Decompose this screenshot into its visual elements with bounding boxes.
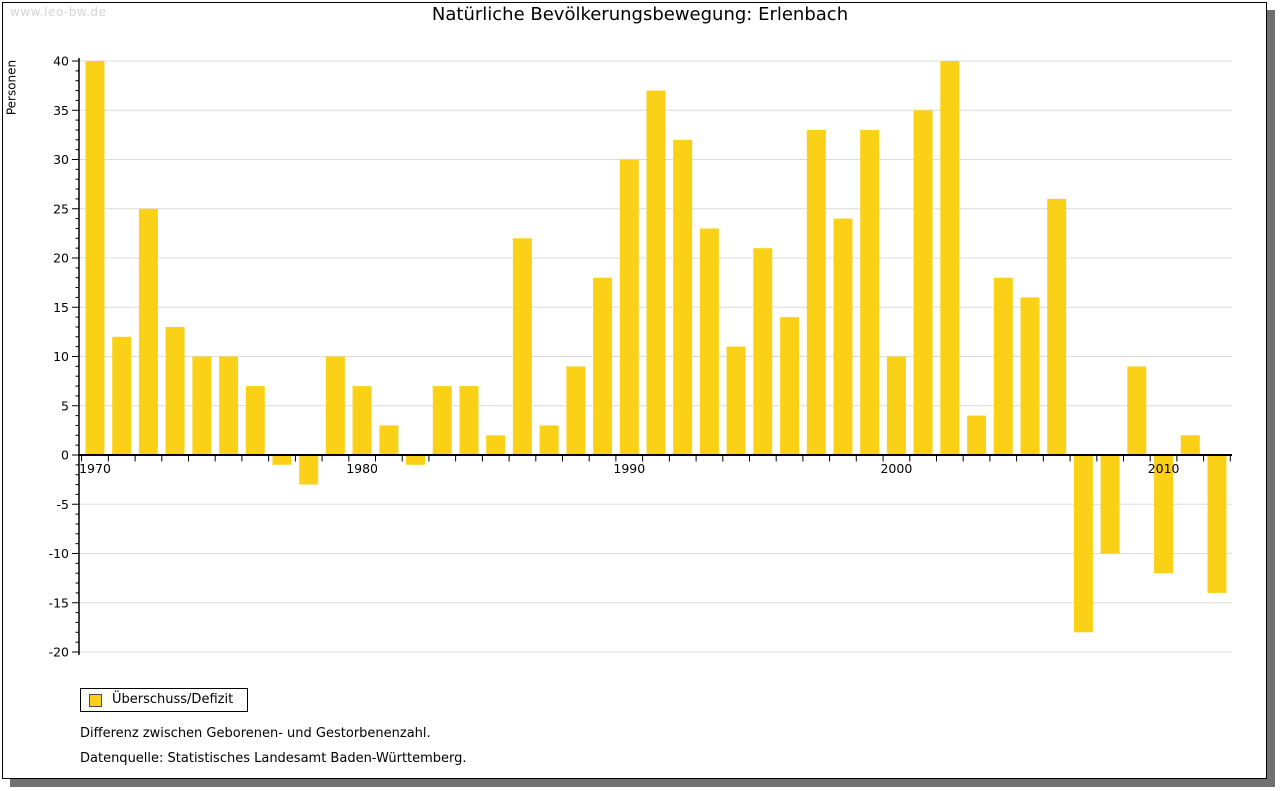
y-tick-label--15: -15 [49,595,69,610]
bar-2004 [993,277,1013,455]
y-tick-label-30: 30 [53,152,69,167]
bar-1997 [806,129,826,455]
y-tick-label-5: 5 [61,398,69,413]
x-tick-label-2000: 2000 [880,461,912,476]
x-tick-label-1980: 1980 [346,461,378,476]
y-tick-label--20: -20 [49,645,69,660]
bar-1977 [272,455,292,465]
x-tick-label-2010: 2010 [1148,461,1180,476]
bar-2010 [1154,455,1174,574]
bar-1981 [379,425,399,455]
bar-1982 [406,455,426,465]
y-tick-label-25: 25 [53,201,69,216]
bar-2011 [1180,435,1200,455]
bar-1970 [85,61,105,455]
y-tick-label--5: -5 [57,497,69,512]
bar-1993 [699,228,719,455]
bar-2003 [967,415,987,455]
bar-1995 [753,248,773,455]
bar-1983 [432,386,452,456]
bar-1978 [299,455,319,485]
x-tick-label-1970: 1970 [79,461,111,476]
bar-2005 [1020,297,1040,455]
bar-1971 [112,336,132,455]
bar-1998 [833,218,853,455]
bar-1973 [165,327,185,455]
bar-1979 [325,356,345,455]
bar-2006 [1047,198,1067,455]
page-title: Natürliche Bevölkerungsbewegung: Erlenba… [431,4,849,25]
bar-1972 [138,208,158,456]
bar-1990 [619,159,639,455]
bar-1980 [352,386,372,456]
y-tick-label-20: 20 [53,251,69,266]
legend-label: Überschuss/Defizit [112,692,234,707]
x-tick-label-1990: 1990 [613,461,645,476]
bar-2002 [940,61,960,455]
bar-1989 [593,277,613,455]
watermark: www.leo-bw.de [10,5,107,19]
y-tick-label--10: -10 [49,546,69,561]
footnote-definition: Differenz zwischen Geborenen- und Gestor… [80,726,431,741]
bar-1996 [780,317,800,455]
y-tick-label-35: 35 [53,103,69,118]
bar-1988 [566,366,586,455]
bar-2012 [1207,455,1227,593]
bar-1975 [219,356,239,455]
bar-2009 [1127,366,1147,455]
bar-2001 [913,110,933,456]
y-tick-label-15: 15 [53,300,69,315]
y-tick-label-40: 40 [53,54,69,69]
bar-1992 [673,139,693,456]
bar-1994 [726,346,746,455]
bar-1987 [539,425,559,455]
y-tick-label-0: 0 [61,448,69,463]
y-tick-label-10: 10 [53,349,69,364]
bar-1976 [245,386,265,456]
footnote-source: Datenquelle: Statistisches Landesamt Bad… [80,751,467,766]
bar-1986 [512,238,532,455]
bar-1985 [486,435,506,455]
bar-1984 [459,386,479,456]
bar-1974 [192,356,212,455]
bar-1999 [860,129,880,455]
bar-2007 [1073,455,1093,633]
legend: Überschuss/Defizit [80,688,249,712]
legend-swatch-icon [89,693,102,707]
bar-1991 [646,90,666,455]
bar-2000 [886,356,906,455]
bar-2008 [1100,455,1120,554]
